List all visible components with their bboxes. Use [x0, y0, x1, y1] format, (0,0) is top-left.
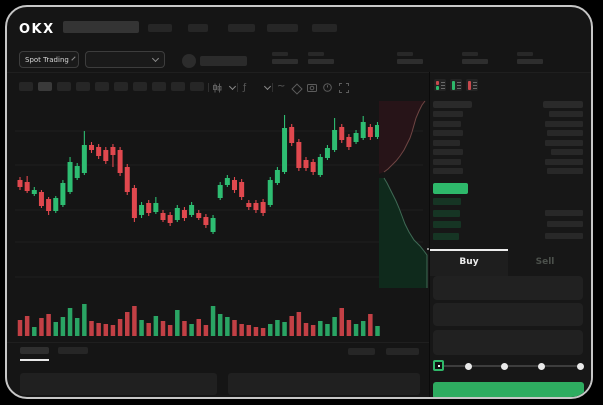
timeframe-chip[interactable]: [76, 82, 90, 91]
market-type-label: Spot Trading: [25, 55, 69, 64]
nav-item[interactable]: [267, 24, 298, 32]
last-price-bar[interactable]: [433, 183, 468, 194]
orders-tab[interactable]: [20, 347, 49, 354]
ticker-stat-label: [272, 52, 288, 56]
slider-step-dot[interactable]: [576, 362, 584, 370]
ask-amount-bar[interactable]: [549, 111, 583, 117]
pair-avatar: [182, 54, 196, 68]
orderbook-panel: Buy Sell: [430, 73, 591, 397]
pair-name-placeholder: [200, 56, 247, 66]
buy-tab-label[interactable]: Buy: [459, 257, 479, 267]
bid-amount-bar[interactable]: [545, 232, 583, 239]
orderbook-view-bids-icon[interactable]: [450, 79, 462, 91]
timeframe-chip[interactable]: [19, 82, 33, 91]
orderbook-view-both-icon[interactable]: [434, 79, 446, 91]
orders-table-placeholder: [20, 373, 217, 395]
orders-tab-underline: [20, 359, 49, 361]
active-tab-indicator: [430, 249, 508, 251]
timeframe-chip[interactable]: [57, 82, 71, 91]
ask-price-bar[interactable]: [433, 120, 461, 127]
ask-price-bar[interactable]: [433, 158, 461, 165]
ticker-stat-value: [462, 59, 488, 64]
ticker-stat-label: [397, 52, 413, 56]
bottom-divider: [7, 342, 429, 343]
ticker-stat-value: [272, 59, 298, 64]
sell-tab-label[interactable]: Sell: [535, 257, 555, 267]
ask-price-bar[interactable]: [433, 139, 460, 146]
ticker-stat-label: [462, 52, 478, 56]
nav-item[interactable]: [188, 24, 208, 32]
bid-price-bar[interactable]: [433, 232, 459, 240]
bid-price-bar[interactable]: [433, 209, 460, 217]
header-divider: [7, 72, 591, 73]
ask-price-bar[interactable]: [433, 149, 463, 155]
orders-table-placeholder: [228, 373, 420, 395]
ask-amount-bar[interactable]: [547, 168, 583, 174]
nav-item[interactable]: [228, 24, 255, 32]
timeframe-chip[interactable]: [171, 82, 185, 91]
trade-input-field[interactable]: [433, 276, 583, 300]
bid-price-bar[interactable]: [433, 198, 461, 205]
screenshot-icon[interactable]: [307, 83, 317, 92]
ask-price-bar[interactable]: [433, 111, 463, 117]
amount-slider-handle[interactable]: [433, 360, 444, 371]
timeframe-chip[interactable]: [38, 82, 52, 91]
trade-input-field[interactable]: [433, 330, 583, 355]
market-type-selector[interactable]: Spot Trading: [19, 51, 79, 68]
nav-item[interactable]: [148, 24, 172, 32]
ticker-stat-label: [517, 52, 533, 56]
nav-item[interactable]: [312, 24, 337, 32]
ticker-stat-value: [517, 59, 543, 64]
ask-amount-bar[interactable]: [545, 120, 583, 127]
buy-confirm-button[interactable]: [433, 382, 584, 397]
toolbar-divider: |: [271, 83, 275, 93]
fullscreen-icon[interactable]: [339, 83, 349, 93]
buy-tab[interactable]: [430, 249, 508, 276]
okx-logo: OKX: [19, 22, 55, 37]
orders-filter-chip[interactable]: [386, 348, 419, 355]
ask-amount-bar[interactable]: [547, 130, 583, 136]
history-icon[interactable]: [323, 83, 332, 92]
ask-amount-bar[interactable]: [551, 149, 583, 155]
ask-amount-bar[interactable]: [545, 158, 583, 165]
orderbook-amount-header: [543, 101, 583, 108]
slider-step-dot[interactable]: [500, 362, 508, 370]
panel-divider: [429, 72, 430, 397]
orderbook-price-header: [433, 101, 472, 108]
line-tool-icon[interactable]: ~: [277, 81, 286, 92]
candlestick-chart[interactable]: [7, 7, 429, 347]
trade-input-field[interactable]: [433, 303, 583, 326]
timeframe-chip[interactable]: [190, 82, 204, 91]
bid-amount-bar[interactable]: [545, 209, 583, 216]
search-bar[interactable]: [63, 21, 139, 33]
slider-step-dot[interactable]: [464, 362, 472, 370]
timeframe-chip[interactable]: [152, 82, 166, 91]
ask-price-bar[interactable]: [433, 130, 463, 136]
indicators-icon[interactable]: ƒ: [243, 83, 247, 93]
timeframe-chip[interactable]: [133, 82, 147, 91]
bid-price-bar[interactable]: [433, 221, 461, 228]
toolbar-divider: |: [236, 83, 240, 93]
candle-style-icon[interactable]: [212, 83, 222, 93]
pair-selector[interactable]: [85, 51, 165, 68]
ticker-stat-value: [308, 59, 334, 64]
ticker-stat-label: [308, 52, 324, 56]
toolbar-divider: |: [207, 83, 211, 93]
orderbook-view-asks-icon[interactable]: [466, 79, 478, 91]
bid-amount-bar[interactable]: [547, 221, 583, 227]
ask-amount-bar[interactable]: [545, 139, 583, 146]
ticker-stat-value: [397, 59, 423, 64]
depth-chart: [379, 100, 428, 288]
timeframe-chip[interactable]: [95, 82, 109, 91]
slider-step-dot[interactable]: [537, 362, 545, 370]
ask-price-bar[interactable]: [433, 168, 463, 174]
amount-slider-track[interactable]: [438, 365, 584, 367]
app-window: OKX Spot Trading |: [5, 5, 593, 399]
orders-filter-chip[interactable]: [348, 348, 375, 355]
timeframe-chip[interactable]: [114, 82, 128, 91]
orders-tab[interactable]: [58, 347, 88, 354]
